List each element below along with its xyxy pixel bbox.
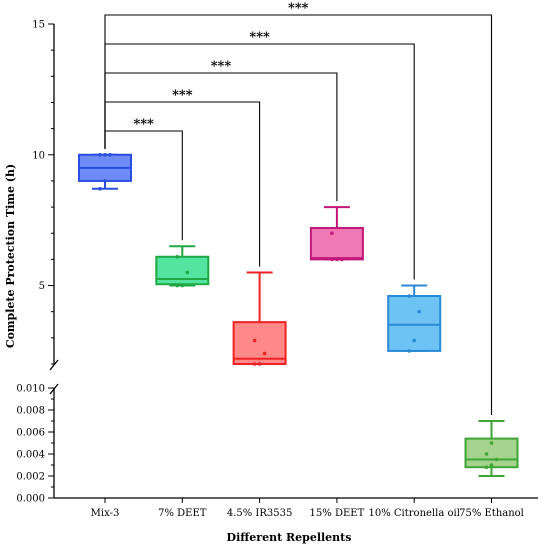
x-axis-title: Different Repellents bbox=[227, 531, 352, 544]
data-point bbox=[407, 349, 412, 353]
axis-break-mark bbox=[49, 359, 59, 371]
significance-bracket bbox=[104, 101, 261, 267]
y-tick-label: 0.010 bbox=[16, 384, 45, 395]
y-tick-label: 0.006 bbox=[16, 428, 45, 439]
data-point bbox=[417, 309, 422, 314]
box-iqr bbox=[232, 321, 287, 365]
box-iqr bbox=[387, 295, 442, 352]
y-tick-label: 5 bbox=[39, 281, 45, 292]
box-2 bbox=[155, 245, 210, 288]
x-tick-label: 4.5% IR3535 bbox=[227, 508, 293, 519]
data-point bbox=[484, 465, 489, 470]
box-iqr bbox=[155, 255, 210, 286]
box-1 bbox=[78, 152, 132, 191]
data-point bbox=[330, 231, 334, 236]
data-point bbox=[185, 270, 190, 275]
significance-label: *** bbox=[288, 1, 309, 16]
data-point bbox=[407, 294, 412, 298]
tick-marks bbox=[48, 23, 492, 503]
box-6 bbox=[464, 420, 519, 477]
data-point bbox=[335, 257, 339, 262]
data-point bbox=[252, 362, 257, 366]
x-tick-label: Mix-3 bbox=[91, 508, 120, 519]
data-point bbox=[252, 338, 257, 343]
box-iqr bbox=[309, 227, 364, 261]
y-tick-label: 0.002 bbox=[16, 472, 45, 483]
x-tick-label: 15% DEET bbox=[310, 508, 365, 519]
x-tick-label: 75% Ethanol bbox=[459, 508, 524, 519]
significance-brackets: *** *** *** *** *** bbox=[104, 1, 493, 415]
x-tick-label: 10% Citronella oil bbox=[369, 508, 460, 519]
data-point bbox=[340, 257, 344, 262]
axes bbox=[49, 24, 538, 499]
axis-break-mark bbox=[49, 383, 59, 395]
y-tick-label: 15 bbox=[32, 20, 45, 31]
data-point bbox=[489, 441, 494, 445]
data-point bbox=[180, 283, 185, 288]
data-point bbox=[484, 452, 489, 456]
data-point bbox=[98, 152, 102, 157]
y-tick-label: 10 bbox=[32, 150, 45, 161]
data-point bbox=[494, 457, 499, 462]
data-point bbox=[108, 152, 112, 157]
box-3 bbox=[232, 271, 287, 366]
data-point bbox=[98, 186, 102, 191]
significance-label: *** bbox=[172, 88, 193, 103]
data-point bbox=[257, 362, 262, 366]
box-5 bbox=[387, 284, 442, 353]
data-point bbox=[262, 351, 267, 356]
x-tick-label: 7% DEET bbox=[158, 508, 207, 519]
data-point bbox=[175, 283, 180, 288]
significance-label: *** bbox=[211, 59, 232, 74]
significance-bracket bbox=[104, 130, 183, 241]
y-tick-label: 0.004 bbox=[16, 450, 45, 461]
significance-bracket bbox=[104, 72, 338, 202]
labels: 5 10 15 0.000 0.002 0.004 0.006 0.008 0.010 Mix-3… bbox=[16, 20, 524, 520]
data-point bbox=[103, 179, 107, 183]
y-tick-label: 0.008 bbox=[16, 406, 45, 417]
significance-label: *** bbox=[249, 30, 270, 45]
data-point bbox=[175, 254, 180, 259]
boxes bbox=[78, 152, 519, 477]
data-point bbox=[103, 152, 107, 157]
box-4 bbox=[309, 206, 364, 262]
data-point bbox=[489, 463, 494, 467]
data-point bbox=[330, 257, 334, 262]
data-point bbox=[412, 338, 417, 343]
significance-bracket bbox=[104, 14, 493, 415]
y-axis-title: Complete Protection Time (h) bbox=[4, 164, 17, 348]
y-tick-label: 0.000 bbox=[16, 494, 45, 505]
significance-label: *** bbox=[133, 117, 154, 132]
